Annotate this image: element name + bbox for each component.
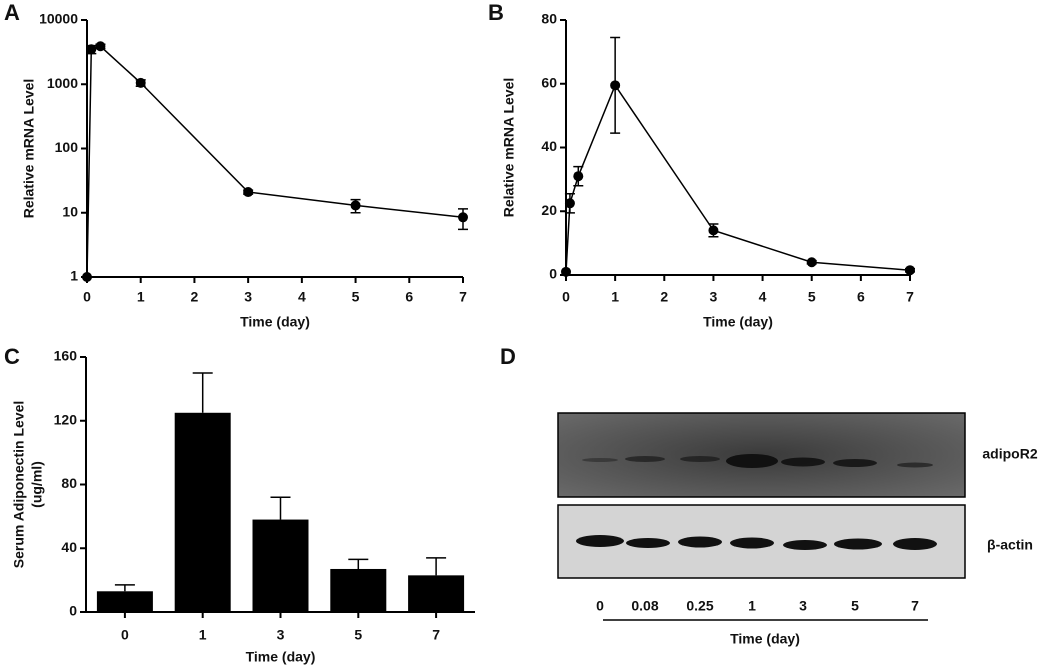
- lane-label: 5: [851, 598, 859, 614]
- x-tick-label: 5: [808, 289, 816, 305]
- y-tick-label: 20: [541, 202, 557, 218]
- y-tick-label: 10: [62, 203, 78, 219]
- x-tick-label: 0: [121, 627, 129, 643]
- data-point: [135, 77, 146, 88]
- x-tick-label: 2: [191, 289, 199, 305]
- lane-label: 0.08: [631, 598, 658, 614]
- data-point: [243, 187, 254, 198]
- x-tick-label: 1: [611, 289, 619, 305]
- error-bar: [192, 372, 213, 413]
- data-point: [573, 171, 584, 182]
- data-point: [806, 257, 817, 268]
- x-tick-label: 6: [857, 289, 865, 305]
- panel-letter: B: [488, 0, 504, 25]
- y-tick-label: 160: [54, 348, 78, 364]
- lane-label: 3: [799, 598, 807, 614]
- y-tick-label: 80: [61, 475, 77, 491]
- y-tick-label: 60: [541, 74, 557, 90]
- data-point: [82, 272, 92, 282]
- x-tick-label: 7: [906, 289, 914, 305]
- y-tick-label: 10000: [39, 11, 78, 27]
- lane-label: 7: [911, 598, 919, 614]
- data-point: [458, 212, 468, 223]
- x-tick-label: 2: [660, 289, 668, 305]
- x-tick-label: 4: [759, 289, 767, 305]
- y-tick-label: 0: [69, 603, 77, 619]
- error-bar: [426, 557, 447, 576]
- y-axis-label: (ug/ml): [29, 461, 45, 508]
- x-tick-label: 1: [137, 289, 145, 305]
- row-label: β-actin: [987, 537, 1033, 553]
- y-tick-label: 40: [541, 138, 557, 154]
- western-blot: [557, 412, 966, 621]
- y-tick-label: 100: [55, 139, 79, 155]
- x-tick-label: 4: [298, 289, 306, 305]
- lane-label: 0: [596, 598, 604, 614]
- error-bar: [114, 584, 135, 592]
- y-tick-label: 80: [541, 11, 557, 27]
- x-tick-label: 3: [277, 627, 285, 643]
- y-axis-label: Relative mRNA Level: [501, 78, 517, 218]
- x-tick-label: 3: [710, 289, 718, 305]
- panel-letter: A: [4, 0, 20, 25]
- data-point: [610, 80, 621, 91]
- data-point: [905, 265, 915, 276]
- lane-label: 1: [748, 598, 756, 614]
- panel-letter: D: [500, 344, 516, 369]
- bar: [252, 519, 309, 612]
- bar: [330, 568, 387, 612]
- y-tick-label: 1: [70, 268, 78, 284]
- bar: [408, 575, 465, 612]
- data-point: [95, 41, 106, 52]
- data-point: [561, 266, 571, 277]
- data-point: [350, 200, 361, 211]
- error-bar: [348, 558, 369, 569]
- x-tick-label: 7: [459, 289, 467, 305]
- error-bar: [270, 496, 291, 520]
- y-tick-label: 1000: [47, 75, 78, 91]
- y-tick-label: 0: [549, 266, 557, 282]
- x-tick-label: 7: [432, 627, 440, 643]
- row-label: adipoR2: [982, 446, 1037, 462]
- y-axis-label: Serum Adiponectin Level: [11, 401, 27, 569]
- x-axis-label: Time (day): [730, 631, 800, 647]
- bar: [96, 591, 153, 612]
- x-tick-label: 6: [405, 289, 413, 305]
- y-tick-label: 40: [61, 539, 77, 555]
- bar: [174, 412, 231, 612]
- x-axis-label: Time (day): [703, 314, 773, 330]
- x-tick-label: 0: [562, 289, 570, 305]
- y-tick-label: 120: [54, 411, 78, 427]
- panel-letter: C: [4, 344, 20, 369]
- data-line: [565, 83, 911, 272]
- data-point: [86, 44, 97, 55]
- x-axis-label: Time (day): [246, 649, 316, 665]
- lane-label: 0.25: [686, 598, 713, 614]
- blot-bands: [576, 454, 937, 550]
- x-tick-label: 0: [83, 289, 91, 305]
- data-point: [708, 225, 719, 236]
- x-tick-label: 1: [199, 627, 207, 643]
- y-axis-label: Relative mRNA Level: [21, 79, 37, 219]
- x-tick-label: 3: [244, 289, 252, 305]
- data-point: [564, 198, 575, 209]
- x-axis-label: Time (day): [240, 314, 310, 330]
- x-tick-label: 5: [354, 627, 362, 643]
- x-tick-label: 5: [352, 289, 360, 305]
